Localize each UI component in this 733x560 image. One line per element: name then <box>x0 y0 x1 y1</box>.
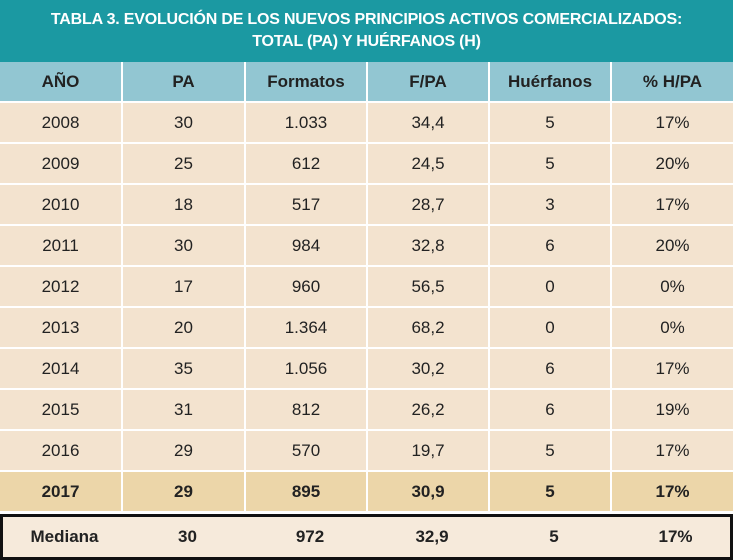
table-cell: PA <box>123 62 246 103</box>
table-row: 2015 31 812 26,2 6 19% <box>0 390 733 431</box>
highlight-row: 2017 29 895 30,9 5 17% <box>0 472 733 513</box>
table-row: 2013 20 1.364 68,2 0 0% <box>0 308 733 349</box>
table-cell: 30 <box>123 226 246 267</box>
table-cell: 2010 <box>0 185 123 226</box>
table-cell: 1.033 <box>246 103 368 144</box>
table-row: 2014 35 1.056 30,2 6 17% <box>0 349 733 390</box>
median-row: Mediana 30 972 32,9 5 17% <box>0 514 733 560</box>
table-cell: 30 <box>178 527 197 546</box>
table-cell: 17% <box>612 349 733 390</box>
table-cell: 2009 <box>0 144 123 185</box>
table-row: 2016 29 570 19,7 5 17% <box>0 431 733 472</box>
table-cell: 1.364 <box>246 308 368 349</box>
table-cell: 6 <box>490 349 612 390</box>
table-cell: 26,2 <box>368 390 490 431</box>
table-cell: 972 <box>295 527 325 546</box>
table-cell: 2008 <box>0 103 123 144</box>
table-cell: Huérfanos <box>490 62 612 103</box>
table-cell: 20% <box>612 144 733 185</box>
table-cell: 5 <box>490 144 612 185</box>
table-cell: 35 <box>123 349 246 390</box>
table-cell: 2015 <box>0 390 123 431</box>
table-cell: 0% <box>612 308 733 349</box>
table-cell: 5 <box>490 472 612 513</box>
table-cell: 812 <box>246 390 368 431</box>
title-line: TABLA 3. EVOLUCIÓN DE LOS NUEVOS PRINCIP… <box>50 11 683 28</box>
table-cell: 17% <box>612 431 733 472</box>
header-row: AÑO PA Formatos F/PA Huérfanos% H/PA <box>0 62 733 103</box>
table-cell: 2011 <box>0 226 123 267</box>
table-cell: 56,5 <box>368 267 490 308</box>
table-cell: 5 <box>549 527 559 546</box>
table-cell: 25 <box>123 144 246 185</box>
table-title: TABLA 3. EVOLUCIÓN DE LOS NUEVOS PRINCIP… <box>0 0 733 62</box>
title-line: TOTAL (PA) Y HUÉRFANOS (H) <box>252 33 481 50</box>
table-cell: 5 <box>490 103 612 144</box>
table-cell: 0 <box>490 267 612 308</box>
table-cell: 612 <box>246 144 368 185</box>
table-cell: 34,4 <box>368 103 490 144</box>
table-cell: 24,5 <box>368 144 490 185</box>
table-cell: 29 <box>123 431 246 472</box>
table-cell: 17% <box>658 527 693 546</box>
table-cell: 2013 <box>0 308 123 349</box>
table-cell: 20 <box>123 308 246 349</box>
table-cell: 517 <box>246 185 368 226</box>
table-cell: AÑO <box>0 62 123 103</box>
table-cell: 30 <box>123 103 246 144</box>
table-cell: 984 <box>246 226 368 267</box>
table-cell: 0% <box>612 267 733 308</box>
table-cell: F/PA <box>368 62 490 103</box>
table-cell: 2016 <box>0 431 123 472</box>
table-cell: 0 <box>490 308 612 349</box>
table-cell: 17% <box>612 472 733 513</box>
table-row: 2011 30 984 32,8 6 20% <box>0 226 733 267</box>
table-cell: 570 <box>246 431 368 472</box>
table-cell: 19% <box>612 390 733 431</box>
table-cell: 6 <box>490 390 612 431</box>
table-row: 2009 25 612 24,5 5 20% <box>0 144 733 185</box>
table-cell: 895 <box>246 472 368 513</box>
table-cell: 2014 <box>0 349 123 390</box>
table-cell: 19,7 <box>368 431 490 472</box>
table-cell: 2012 <box>0 267 123 308</box>
table-row: 2012 17 960 56,5 0 0% <box>0 267 733 308</box>
table-cell: 30,2 <box>368 349 490 390</box>
table-row: 2008 30 1.033 34,4 5 17% <box>0 103 733 144</box>
table-cell: Mediana <box>30 527 99 546</box>
table-cell: 6 <box>490 226 612 267</box>
table-cell: Formatos <box>246 62 368 103</box>
table-cell: % H/PA <box>612 62 733 103</box>
table-cell: 17% <box>612 185 733 226</box>
table-cell: 20% <box>612 226 733 267</box>
table-cell: 960 <box>246 267 368 308</box>
table-cell: 18 <box>123 185 246 226</box>
table-cell: 28,7 <box>368 185 490 226</box>
table-cell: 3 <box>490 185 612 226</box>
table-cell: 17 <box>123 267 246 308</box>
table-cell: 31 <box>123 390 246 431</box>
table-cell: 2017 <box>0 472 123 513</box>
table-row: 2010 18 517 28,7 3 17% <box>0 185 733 226</box>
table-cell: 30,9 <box>368 472 490 513</box>
table-cell: 17% <box>612 103 733 144</box>
table-cell: 5 <box>490 431 612 472</box>
table-cell: 68,2 <box>368 308 490 349</box>
table-cell: 29 <box>123 472 246 513</box>
table-cell: 1.056 <box>246 349 368 390</box>
table-cell: 32,8 <box>368 226 490 267</box>
table-cell: 32,9 <box>415 527 449 546</box>
